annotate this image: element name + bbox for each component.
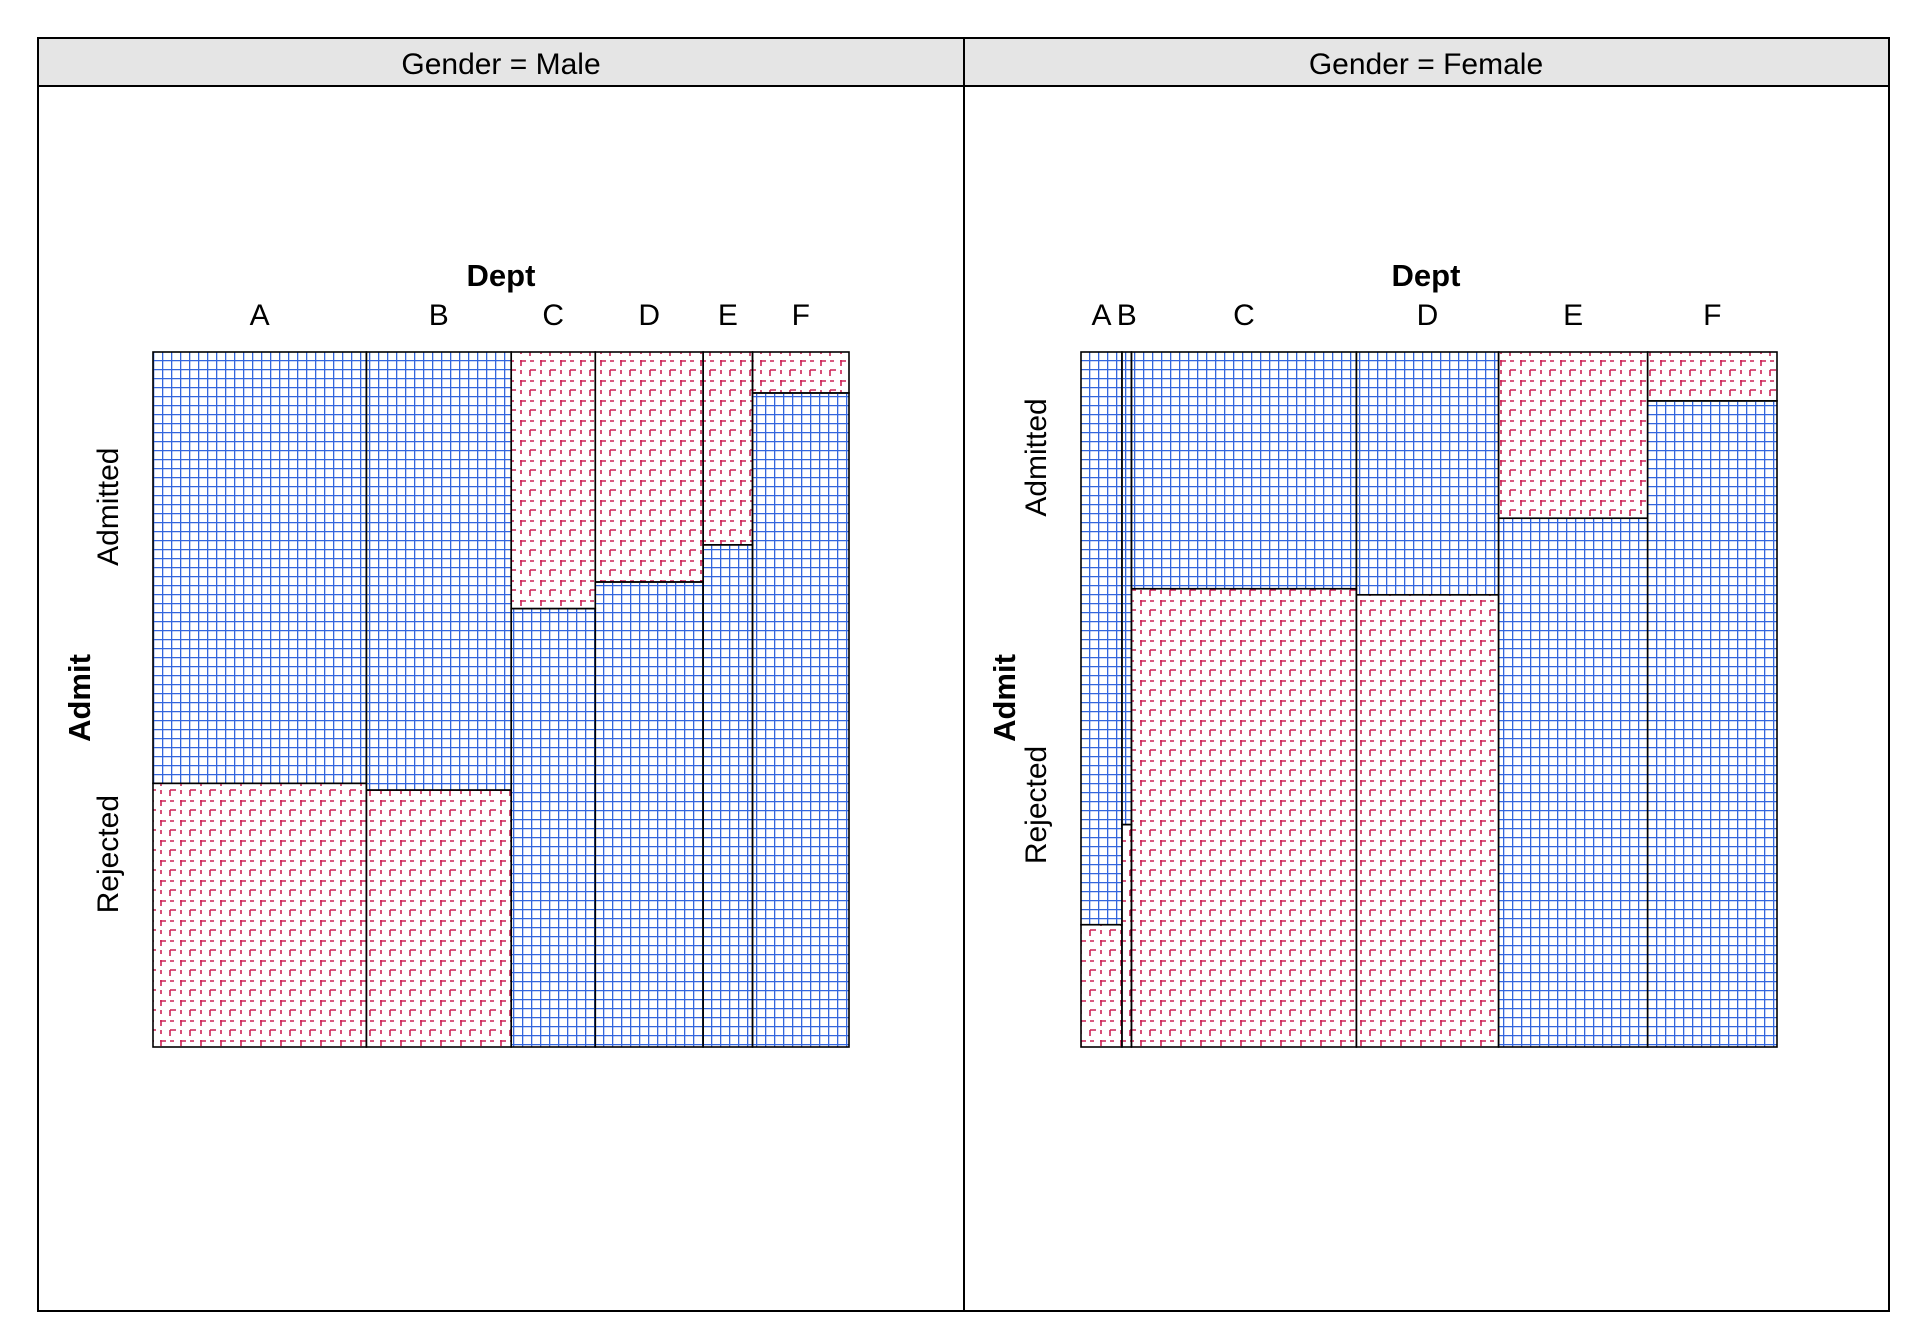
tile-c-admitted: [510, 351, 597, 610]
tile-d-admitted: [594, 351, 704, 583]
tile-f-admitted: [1646, 351, 1778, 402]
male-panel-label: Gender = Male: [401, 48, 600, 81]
tile-b-admitted: [365, 351, 513, 791]
male-dept-tick-labels: A B C D E F: [250, 299, 810, 332]
female-panel-label: Gender = Female: [1309, 48, 1543, 81]
tile-a-rejected: [1080, 923, 1123, 1048]
dept-tick-label-a: A: [1091, 299, 1111, 332]
tile-c-admitted: [1130, 351, 1358, 590]
tile-d-rejected: [1355, 593, 1500, 1048]
tile-a-admitted: [1080, 351, 1123, 926]
tile-e-admitted: [1497, 351, 1649, 520]
tile-b-rejected: [365, 789, 513, 1048]
admit-tick-label-rejected: Rejected: [1020, 746, 1053, 864]
female-y-axis-title: Admit: [987, 654, 1022, 742]
tile-c-rejected: [1130, 587, 1358, 1048]
tile-a-admitted: [152, 351, 368, 785]
male-tiles: [152, 351, 850, 1048]
admit-tick-label-rejected: Rejected: [92, 795, 125, 913]
dept-tick-label-d: D: [638, 299, 660, 332]
admit-tick-label-admitted: Admitted: [92, 448, 125, 566]
dept-tick-label-b: B: [1117, 299, 1137, 332]
tile-a-rejected: [152, 782, 368, 1048]
dept-tick-label-b: B: [429, 299, 449, 332]
tile-e-rejected: [1497, 517, 1649, 1048]
male-y-axis-title: Admit: [62, 654, 97, 742]
dept-tick-label-e: E: [718, 299, 738, 332]
admit-tick-label-admitted: Admitted: [1020, 398, 1053, 516]
tile-e-rejected: [702, 544, 754, 1048]
dept-tick-label-a: A: [250, 299, 270, 332]
female-tiles: [1080, 351, 1778, 1048]
tile-d-rejected: [594, 581, 704, 1048]
tile-d-admitted: [1355, 351, 1500, 596]
dept-tick-label-c: C: [542, 299, 564, 332]
dept-tick-label-c: C: [1233, 299, 1255, 332]
dept-tick-label-d: D: [1417, 299, 1439, 332]
tile-b-rejected: [1121, 823, 1133, 1048]
dept-tick-label-e: E: [1563, 299, 1583, 332]
tile-f-rejected: [751, 392, 850, 1048]
tile-b-admitted: [1121, 351, 1133, 826]
panel-frames: Gender = Male Gender = Female: [37, 37, 1890, 1312]
male-strip: [37, 37, 965, 87]
dept-tick-label-f: F: [792, 299, 810, 332]
tile-e-admitted: [702, 351, 754, 546]
female-admit-tick-labels: Admitted Rejected: [1020, 398, 1053, 864]
male-admit-tick-labels: Admitted Rejected: [92, 448, 125, 914]
female-x-axis-title: Dept: [1392, 258, 1461, 293]
dept-tick-label-f: F: [1703, 299, 1721, 332]
tile-c-rejected: [510, 607, 597, 1048]
male-mosaic: Dept Admit A B C D E F Admitted Rejected: [62, 258, 850, 1048]
tile-f-admitted: [751, 351, 850, 394]
male-x-axis-title: Dept: [467, 258, 536, 293]
female-strip: [963, 37, 1890, 87]
tile-f-rejected: [1646, 400, 1778, 1048]
